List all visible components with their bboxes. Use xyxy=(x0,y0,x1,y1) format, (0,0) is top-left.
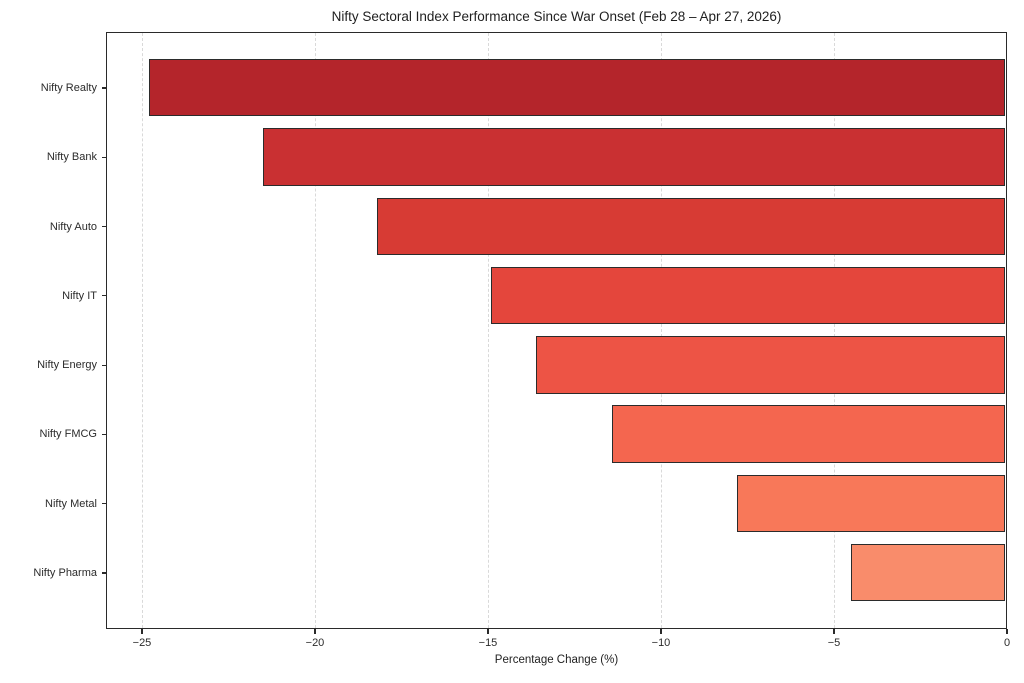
bar-nifty-it xyxy=(491,266,1006,325)
bar-nifty-auto xyxy=(376,197,1006,255)
y-tick-label-nifty-realty: Nifty Realty xyxy=(40,81,97,94)
y-tick xyxy=(101,572,106,574)
y-tick-label-nifty-auto: Nifty Auto xyxy=(49,220,97,233)
x-tick xyxy=(487,629,489,634)
bar-nifty-energy xyxy=(536,336,1006,394)
x-tick xyxy=(141,629,143,634)
y-tick xyxy=(101,87,106,89)
gridline-x--15 xyxy=(487,33,489,628)
y-tick-label-nifty-pharma: Nifty Pharma xyxy=(33,567,97,580)
x-tick xyxy=(660,629,662,634)
bar-nifty-fmcg xyxy=(612,405,1006,463)
y-tick xyxy=(101,156,106,158)
x-tick-label-0: 0 xyxy=(1003,637,1011,649)
bar-nifty-realty xyxy=(148,58,1006,117)
y-tick-label-nifty-metal: Nifty Metal xyxy=(45,497,97,510)
y-tick-label-nifty-fmcg: Nifty FMCG xyxy=(39,428,97,441)
x-tick-label--10: −10 xyxy=(651,637,671,649)
x-tick-label--5: −5 xyxy=(827,637,841,649)
y-tick-label-nifty-it: Nifty IT xyxy=(62,289,97,302)
y-tick-label-nifty-energy: Nifty Energy xyxy=(37,359,97,372)
y-tick xyxy=(101,364,106,366)
bar-nifty-bank xyxy=(262,128,1006,186)
x-tick xyxy=(833,629,835,634)
bar-nifty-pharma xyxy=(850,544,1006,602)
gridline-x--20 xyxy=(314,33,316,628)
plot-area xyxy=(106,32,1007,629)
x-tick xyxy=(1006,629,1008,634)
gridline-x--25 xyxy=(141,33,143,628)
y-tick xyxy=(101,225,106,228)
gridline-x--5 xyxy=(833,33,835,628)
x-tick-label--15: −15 xyxy=(478,637,498,649)
y-tick-label-nifty-bank: Nifty Bank xyxy=(46,151,97,164)
x-tick-label--25: −25 xyxy=(132,637,152,649)
y-tick xyxy=(101,503,106,505)
chart-title: Nifty Sectoral Index Performance Since W… xyxy=(331,9,782,24)
y-tick xyxy=(101,295,106,297)
gridline-x--10 xyxy=(660,33,662,628)
x-tick xyxy=(314,629,316,634)
y-tick xyxy=(101,433,106,436)
bar-nifty-metal xyxy=(736,474,1006,533)
x-axis-label: Percentage Change (%) xyxy=(494,654,619,666)
x-tick-label--20: −20 xyxy=(305,637,325,649)
